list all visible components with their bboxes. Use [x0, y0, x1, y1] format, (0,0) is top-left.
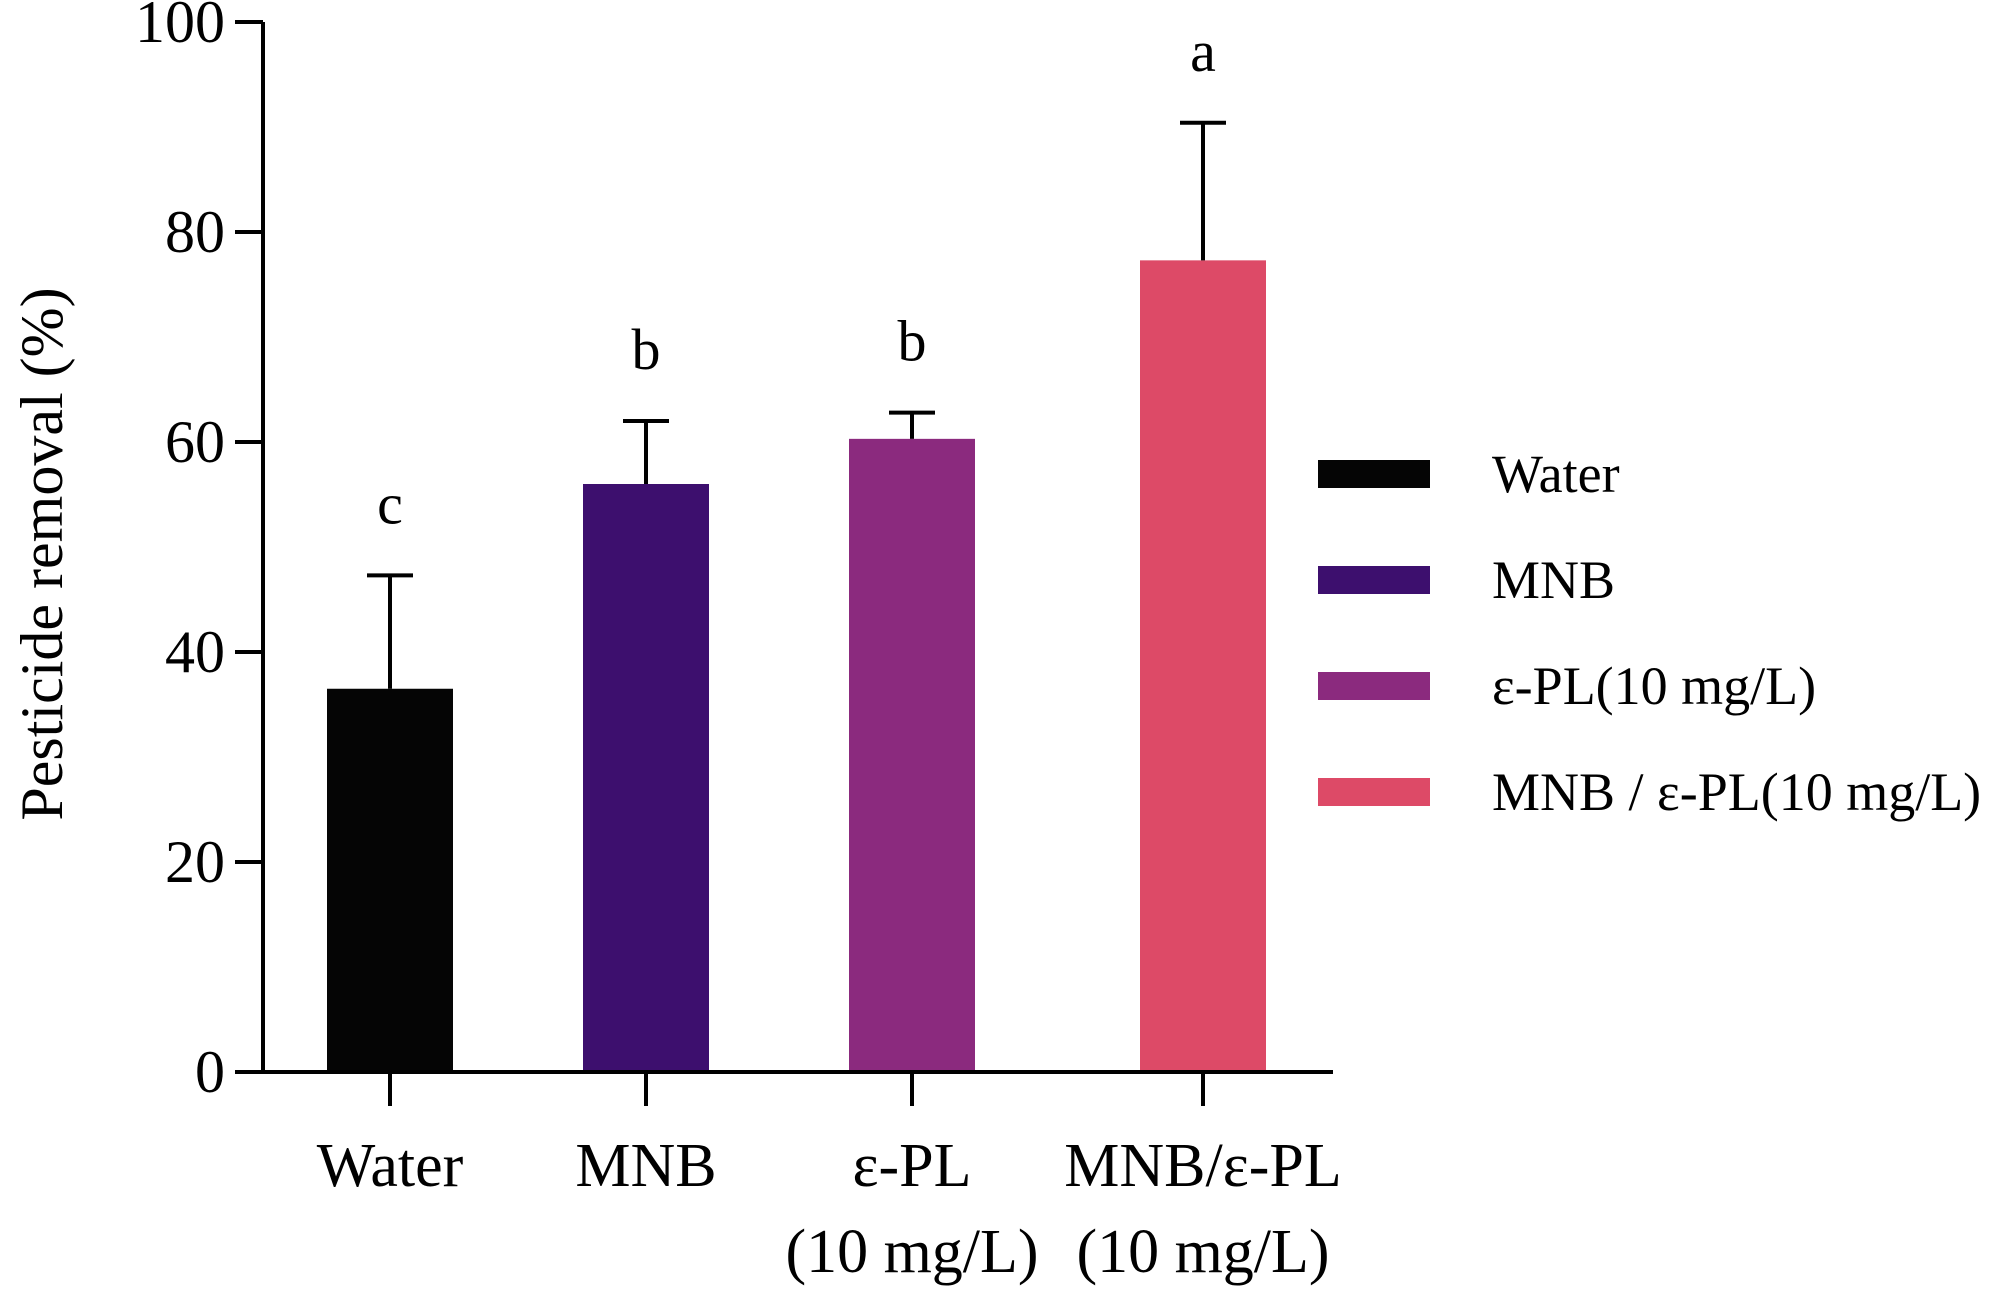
bar-mnb — [583, 484, 709, 1072]
legend: Water MNB ε-PL(10 mg/L) MNB / ε-PL(10 mg/L) — [1318, 444, 1981, 822]
x-category-label: (10 mg/L) — [785, 1218, 1038, 1286]
legend-label: ε-PL(10 mg/L) — [1492, 656, 1816, 716]
y-axis-label: Pesticide removal (%) — [9, 287, 75, 820]
x-axis-category-labels: Water MNB ε-PL (10 mg/L) MNB/ε-PL (10 mg/L) — [317, 1072, 1342, 1286]
x-category-label: MNB/ε-PL — [1064, 1132, 1342, 1200]
y-tick-label: 0 — [195, 1039, 225, 1105]
bar-epl — [849, 438, 975, 1073]
x-category-label: (10 mg/L) — [1076, 1218, 1329, 1286]
y-tick-label: 100 — [135, 0, 225, 55]
x-category-label: ε-PL — [852, 1132, 971, 1200]
legend-swatch — [1318, 566, 1430, 594]
bar-water — [327, 688, 453, 1072]
y-tick-label: 20 — [165, 829, 225, 895]
significance-letters: c b b a — [377, 19, 1216, 537]
legend-label: MNB — [1492, 550, 1615, 610]
significance-letter: b — [632, 317, 661, 382]
y-tick-label: 80 — [165, 199, 225, 265]
legend-label: Water — [1492, 444, 1620, 504]
legend-swatch — [1318, 460, 1430, 488]
legend-label: MNB / ε-PL(10 mg/L) — [1492, 762, 1981, 822]
bar-mnb-epl — [1140, 260, 1266, 1073]
y-tick-label: 60 — [165, 409, 225, 475]
x-category-label: Water — [317, 1132, 464, 1200]
axes — [261, 22, 1333, 1074]
significance-letter: a — [1190, 19, 1216, 84]
legend-swatch — [1318, 672, 1430, 700]
significance-letter: c — [377, 471, 403, 536]
bars — [327, 260, 1266, 1073]
error-bars — [367, 120, 1226, 689]
y-tick-label: 40 — [165, 619, 225, 685]
y-axis-ticks: 0 20 40 60 80 100 — [135, 0, 263, 1105]
significance-letter: b — [898, 309, 927, 374]
legend-swatch — [1318, 778, 1430, 806]
x-category-label: MNB — [575, 1132, 716, 1200]
